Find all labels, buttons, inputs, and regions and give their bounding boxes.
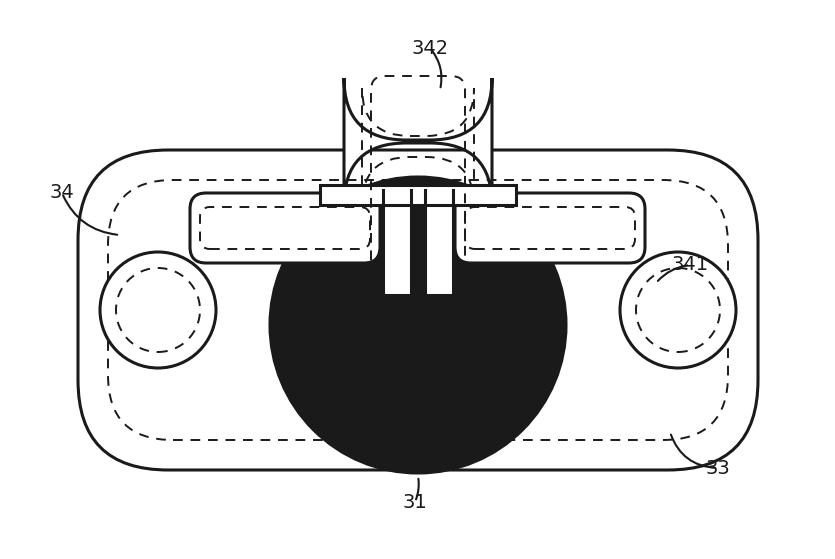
Circle shape [270, 177, 566, 473]
Bar [320, 185, 516, 205]
FancyBboxPatch shape [344, 78, 492, 205]
Text: 33: 33 [706, 458, 731, 477]
Bar [425, 190, 453, 295]
Circle shape [620, 252, 736, 368]
Text: 32: 32 [416, 335, 440, 354]
Text: 31: 31 [402, 492, 428, 511]
Circle shape [100, 252, 216, 368]
Text: 342: 342 [412, 39, 448, 58]
Text: 341: 341 [671, 255, 709, 274]
Text: 34: 34 [49, 183, 74, 202]
Bar [383, 190, 411, 295]
FancyBboxPatch shape [78, 150, 758, 470]
FancyBboxPatch shape [190, 193, 380, 263]
FancyBboxPatch shape [455, 193, 645, 263]
